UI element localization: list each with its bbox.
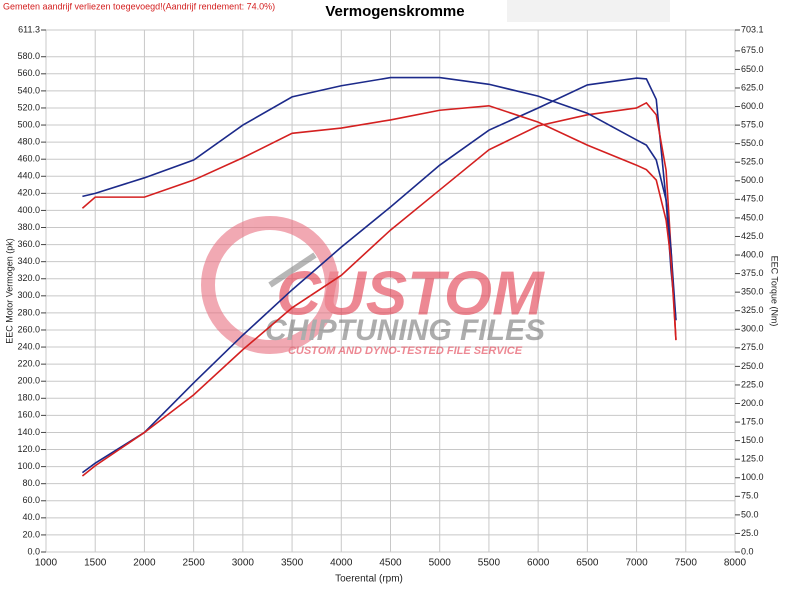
x-tick-label: 1500 — [84, 558, 107, 569]
watermark-text: CHIPTUNING FILES — [265, 314, 545, 347]
x-tick-label: 3500 — [281, 558, 304, 569]
x-tick-label: 4500 — [379, 558, 402, 569]
y-tick-label: 240.0 — [17, 341, 40, 351]
y2-tick-label: 400.0 — [741, 249, 764, 259]
header-box — [507, 0, 670, 22]
y-tick-label: 160.0 — [17, 410, 40, 420]
watermark-text: CUSTOM — [276, 259, 545, 328]
x-tick-label: 3000 — [232, 558, 255, 569]
y2-tick-label: 550.0 — [741, 138, 764, 148]
line-series — [81, 77, 677, 474]
y-tick-label: 100.0 — [17, 461, 40, 471]
y2-tick-label: 250.0 — [741, 361, 764, 371]
y2-tick-label: 0.0 — [741, 546, 754, 556]
x-axis-label: Toerental (rpm) — [335, 574, 403, 585]
y2-tick-label: 425.0 — [741, 231, 764, 241]
x-tick-label: 2000 — [133, 558, 156, 569]
y-tick-label: 280.0 — [17, 307, 40, 317]
y2-tick-label: 475.0 — [741, 194, 764, 204]
y-tick-label: 340.0 — [17, 256, 40, 266]
y-tick-label: 560.0 — [17, 68, 40, 78]
y2-tick-label: 100.0 — [741, 472, 764, 482]
y2-tick-label: 175.0 — [741, 416, 764, 426]
y-tick-label: 260.0 — [17, 324, 40, 334]
y2-tick-label: 300.0 — [741, 324, 764, 334]
gauge — [201, 216, 339, 354]
y-tick-label: 520.0 — [17, 102, 40, 112]
y-tick-label: 611.3 — [18, 24, 40, 34]
y-tick-label: 140.0 — [17, 427, 40, 437]
y2-tick-label: 350.0 — [741, 287, 764, 297]
y-tick-label: 220.0 — [17, 359, 40, 369]
y2-tick-label: 625.0 — [741, 82, 764, 92]
x-tick-label: 5000 — [429, 558, 452, 569]
x-tick-label: 2500 — [183, 558, 206, 569]
y2-tick-label: 675.0 — [741, 45, 764, 55]
x-tick-label: 8000 — [724, 558, 747, 569]
y-tick-label: 300.0 — [17, 290, 40, 300]
x-tick-label: 7500 — [675, 558, 698, 569]
y-tick-label: 60.0 — [22, 495, 40, 505]
gauge-needle — [268, 252, 317, 288]
y2-tick-label: 703.1 — [741, 24, 764, 34]
y-tick-label: 40.0 — [22, 512, 40, 522]
x-tick-label: 7000 — [625, 558, 648, 569]
y2-axis-label: EEC Torque (Nm) — [770, 256, 780, 327]
y2-tick-label: 650.0 — [741, 64, 764, 74]
y-axis-label: EEC Motor Vermogen (pk) — [4, 238, 14, 344]
y-tick-label: 320.0 — [17, 273, 40, 283]
line-series — [81, 104, 677, 340]
y2-tick-label: 75.0 — [741, 491, 759, 501]
y-tick-label: 480.0 — [17, 136, 40, 146]
y2-tick-label: 375.0 — [741, 268, 764, 278]
grid — [45, 29, 736, 553]
y2-tick-label: 575.0 — [741, 119, 764, 129]
y-tick-label: 380.0 — [17, 222, 40, 232]
x-tick-label: 1000 — [35, 558, 58, 569]
y2-tick-label: 225.0 — [741, 379, 764, 389]
y-tick-label: 20.0 — [22, 529, 40, 539]
x-tick-label: 4000 — [330, 558, 353, 569]
y-tick-label: 360.0 — [17, 239, 40, 249]
y2-tick-label: 200.0 — [741, 398, 764, 408]
y-tick-label: 580.0 — [17, 51, 40, 61]
note: Gemeten aandrijf verliezen toegevoegd!(A… — [3, 1, 275, 11]
y2-tick-label: 150.0 — [741, 435, 764, 445]
y-tick-label: 420.0 — [17, 188, 40, 198]
y-tick-label: 120.0 — [17, 444, 40, 454]
watermark-text: CUSTOM AND DYNO-TESTED FILE SERVICE — [288, 345, 523, 357]
y-tick-label: 540.0 — [17, 85, 40, 95]
x-tick-label: 5500 — [478, 558, 501, 569]
y-tick-label: 80.0 — [22, 478, 40, 488]
y2-tick-label: 25.0 — [741, 528, 759, 538]
y2-tick-label: 500.0 — [741, 175, 764, 185]
y2-tick-label: 325.0 — [741, 305, 764, 315]
y-tick-label: 500.0 — [17, 119, 40, 129]
y-tick-label: 180.0 — [17, 393, 40, 403]
y2-tick-label: 600.0 — [741, 101, 764, 111]
y-tick-label: 460.0 — [17, 154, 40, 164]
y-tick-label: 400.0 — [17, 205, 40, 215]
y-tick-label: 0.0 — [27, 546, 40, 556]
y2-tick-label: 275.0 — [741, 342, 764, 352]
y-tick-label: 440.0 — [17, 171, 40, 181]
y2-tick-label: 450.0 — [741, 212, 764, 222]
x-tick-label: 6000 — [527, 558, 550, 569]
y2-tick-label: 525.0 — [741, 157, 764, 167]
x-tick-label: 6500 — [576, 558, 599, 569]
y2-tick-label: 50.0 — [741, 509, 759, 519]
y-tick-label: 200.0 — [17, 376, 40, 386]
line-series — [82, 76, 677, 321]
chart-title: Vermogenskromme — [325, 3, 464, 20]
line-series — [81, 101, 677, 477]
y2-tick-label: 125.0 — [741, 454, 764, 464]
watermark: CUSTOM CHIPTUNING FILES CUSTOM AND DYNO-… — [201, 216, 545, 357]
